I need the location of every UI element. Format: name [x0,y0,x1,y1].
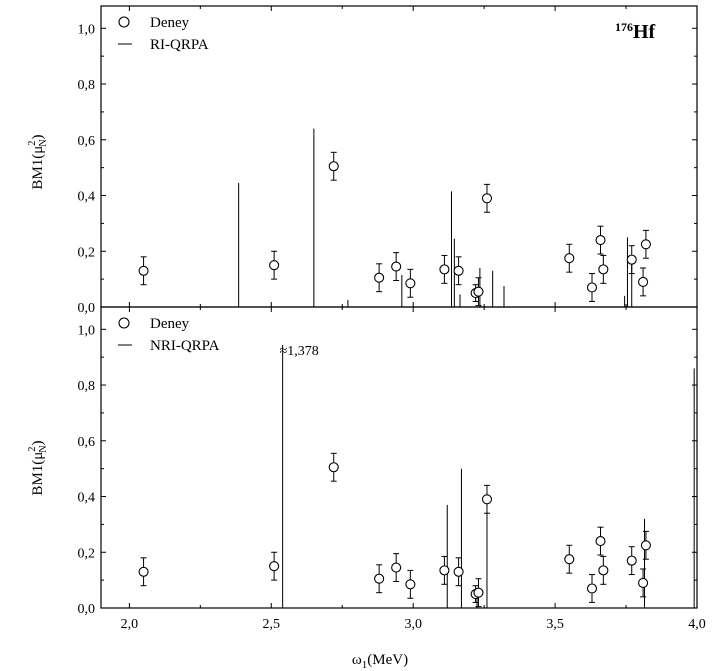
data-point [640,239,651,250]
legend-label-experiment: Deney [150,316,190,332]
data-point [473,286,484,297]
data-point [138,265,149,276]
x-tick-label: 4,0 [688,617,706,632]
y-tick-label: 0,0 [78,602,96,617]
data-point [138,566,149,577]
data-point [586,583,598,594]
plot-frame [100,306,698,609]
data-point [564,554,575,565]
top-panel: 0,0 0,2 0,4 0,6 0,8 1,0 Deney RI-QRPA [78,5,698,316]
x-tick-label: 2,5 [263,617,281,632]
data-point [473,587,484,598]
y-tick-label: 0,2 [78,546,96,561]
x-tick-label: 3,0 [404,617,422,632]
clipped-value-annotation: ≈1,378 [280,344,319,359]
y-tick-label: 0,4 [78,190,96,205]
y-tick-label: 0,0 [78,301,96,316]
data-point [598,264,609,275]
data-point [328,462,339,473]
bottom-panel: 0,0 0,2 0,4 0,6 0,8 1,0 2,0 2,5 3,0 3,5 4,0 ≈1,378 D… [78,306,706,632]
data-point [405,579,416,590]
data-point [269,260,280,271]
data-point [481,494,493,505]
data-point [453,265,464,276]
data-point [374,573,385,584]
data-point [391,261,402,272]
data-point [439,565,450,576]
data-point [598,565,609,576]
legend-marker-experiment [118,16,130,28]
y-tick-label: 1,0 [78,22,96,37]
data-point [564,253,575,264]
data-point [638,276,649,287]
data-point [374,272,385,283]
data-point [453,566,464,577]
y-tick-label: 0,4 [78,491,96,506]
x-tick-label: 2,0 [121,617,139,632]
legend-label-experiment: Deney [150,15,190,31]
y-tick-label: 0,2 [78,245,96,260]
data-point [640,540,651,551]
nucleus-label: 176Hf [615,20,656,43]
legend-label-theory: RI-QRPA [150,37,209,53]
data-point [269,561,280,572]
data-point [328,161,339,172]
data-point [626,555,637,566]
data-point [481,193,493,204]
data-point [595,536,606,547]
y-tick-label: 1,0 [78,323,96,338]
data-point [626,254,637,265]
legend-marker-experiment [118,317,130,329]
data-point [391,562,402,573]
data-point [586,282,598,293]
x-tick-label: 3,5 [546,617,564,632]
y-tick-label: 0,6 [78,435,96,450]
y-axis-label-bottom: BM1(μ2N) [27,440,49,495]
y-tick-label: 0,8 [78,379,96,394]
y-tick-label: 0,6 [78,134,96,149]
data-point [439,264,450,275]
y-axis-label-top: BM1(μ2N) [27,134,49,189]
data-point [595,235,606,246]
data-point [405,278,416,289]
x-axis-label: ω1(MeV) [352,652,408,671]
data-point [638,577,649,588]
legend-label-theory: NRI-QRPA [150,338,220,354]
y-tick-label: 0,8 [78,78,96,93]
